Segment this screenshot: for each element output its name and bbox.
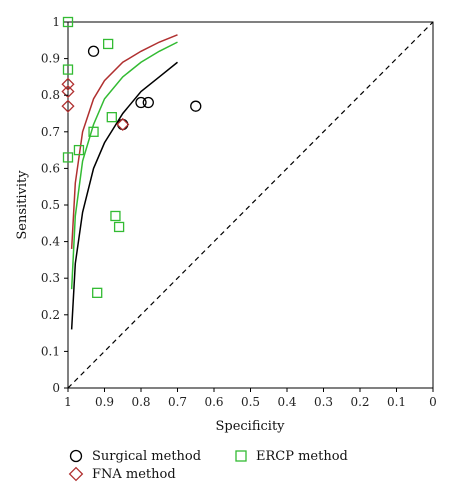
y-tick-label: 0.8: [41, 88, 60, 102]
x-tick-label: 0: [429, 395, 437, 409]
y-axis-ticks: 0 0.1 0.2 0.3 0.4 0.5 0.6 0.7 0.8 0.9 1: [41, 15, 68, 395]
y-tick-label: 0.2: [41, 308, 60, 322]
y-tick-label: 0: [52, 381, 60, 395]
y-tick-label: 0.9: [41, 52, 60, 66]
y-axis-title: Sensitivity: [15, 170, 30, 240]
data-point-square-5: [73, 144, 85, 156]
point-layer: [61, 16, 202, 298]
data-point-circle-1: [135, 96, 147, 109]
data-point-circle-3: [190, 100, 202, 112]
y-tick-label: 0.5: [41, 198, 60, 212]
y-tick-label: 0.6: [41, 161, 60, 175]
x-tick-label: 0.6: [204, 395, 223, 409]
y-tick-label: 0.4: [41, 235, 60, 249]
x-tick-label: 0.3: [314, 395, 333, 409]
data-point-square-3: [106, 112, 117, 123]
fitted-curve-1: [70, 34, 178, 249]
x-axis-title: Specificity: [215, 419, 285, 434]
data-point-square-6: [62, 152, 74, 163]
data-point-diamond-2: [61, 99, 75, 113]
fitted-curve-2: [70, 41, 178, 290]
y-tick-label: 0.1: [41, 344, 60, 358]
x-tick-label: 0.5: [241, 395, 260, 409]
data-point-square-2: [62, 64, 74, 75]
x-tick-label: 0.8: [131, 395, 150, 409]
data-point-square-1: [103, 38, 114, 50]
x-tick-label: 1: [64, 395, 72, 409]
fitted-curve-0: [70, 61, 178, 330]
y-tick-label: 0.7: [41, 125, 60, 139]
legend-marker-ercp: [235, 450, 247, 462]
legend-label-surgical: Surgical method: [92, 449, 201, 464]
x-tick-label: 0.2: [350, 395, 369, 409]
legend-marker-fna: [68, 466, 84, 482]
data-point-square-0: [62, 16, 74, 28]
data-point-circle-4: [117, 118, 129, 131]
legend-label-fna: FNA method: [92, 467, 176, 482]
data-point-circle-2: [142, 96, 154, 109]
curve-layer: [70, 34, 178, 330]
x-tick-label: 0.7: [168, 395, 187, 409]
data-point-diamond-0: [61, 77, 75, 91]
data-point-diamond-3: [116, 117, 130, 132]
x-axis-ticks: 1 0.9 0.8 0.7 0.6 0.5 0.4 0.3 0.2 0.1 0: [64, 388, 437, 409]
x-tick-label: 0.9: [95, 395, 114, 409]
data-point-circle-0: [87, 45, 100, 57]
data-point-square-9: [92, 287, 103, 298]
legend-marker-surgical: [69, 449, 83, 463]
data-point-square-8: [113, 221, 125, 233]
data-point-square-7: [110, 210, 121, 222]
x-tick-label: 0.4: [277, 395, 296, 409]
y-tick-label: 0.3: [41, 271, 60, 285]
x-tick-label: 0.1: [387, 395, 406, 409]
legend-label-ercp: ERCP method: [256, 449, 348, 464]
data-point-square-4: [88, 126, 99, 137]
data-point-diamond-1: [61, 84, 75, 99]
y-tick-label: 1: [52, 15, 60, 29]
legend: Surgical method FNA method ERCP method: [68, 449, 348, 482]
